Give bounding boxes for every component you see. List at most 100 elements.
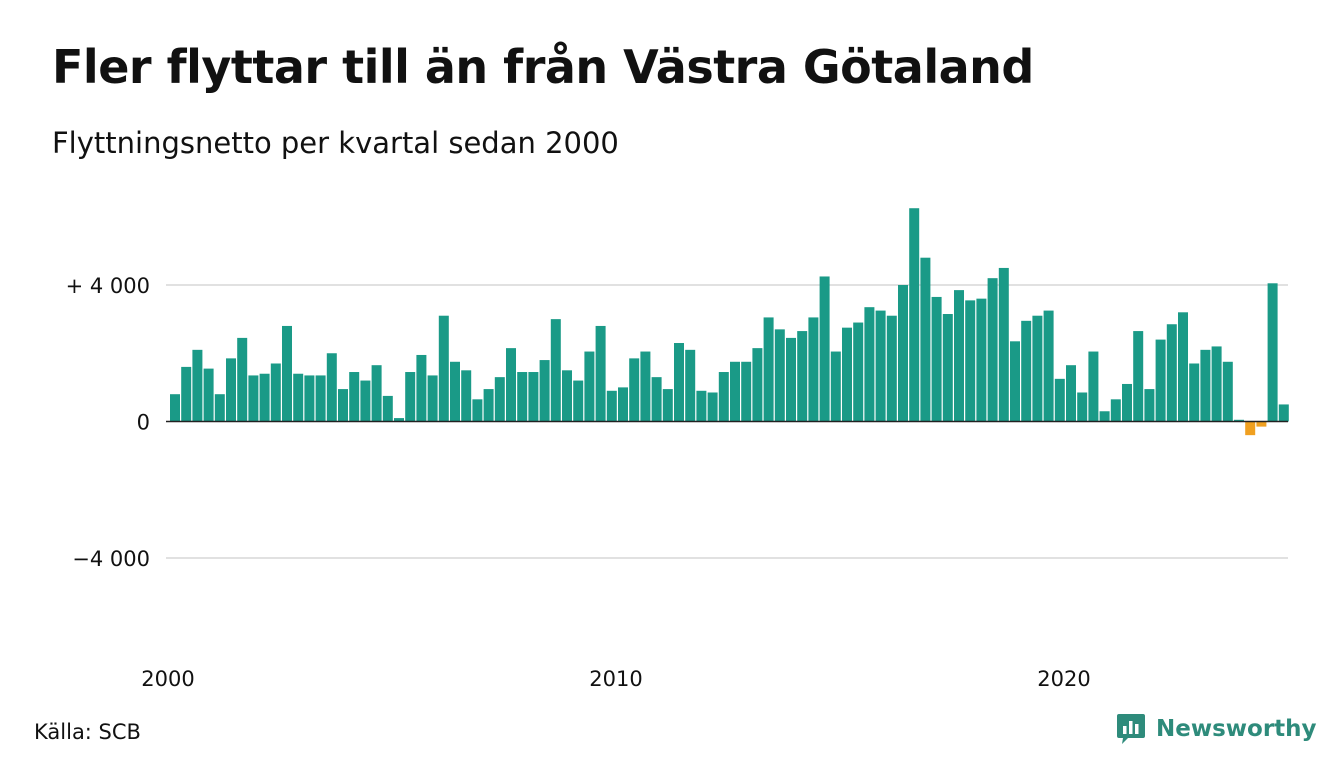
bar bbox=[606, 390, 617, 422]
bar bbox=[1099, 411, 1110, 422]
bar bbox=[438, 315, 449, 422]
bar bbox=[326, 353, 337, 422]
bar bbox=[584, 351, 595, 422]
bar bbox=[270, 363, 281, 422]
bar bbox=[774, 329, 785, 422]
bar bbox=[909, 208, 920, 422]
bar bbox=[1166, 324, 1177, 422]
bar bbox=[1155, 339, 1166, 422]
bar bbox=[965, 300, 976, 422]
bars bbox=[170, 208, 1289, 436]
bar bbox=[427, 375, 438, 422]
y-tick-label: + 4 000 bbox=[66, 274, 150, 298]
bar bbox=[1122, 383, 1132, 422]
bar bbox=[797, 331, 808, 422]
bar bbox=[282, 325, 292, 422]
bar bbox=[1010, 341, 1020, 422]
bar bbox=[942, 314, 953, 422]
chart-title: Fler flyttar till än från Västra Götalan… bbox=[52, 40, 1034, 94]
bar bbox=[382, 395, 393, 422]
bar bbox=[1278, 404, 1289, 422]
bar bbox=[1178, 312, 1188, 422]
bar bbox=[808, 317, 819, 422]
gridlines bbox=[166, 284, 1288, 559]
y-tick-label: −4 000 bbox=[72, 547, 150, 571]
bar bbox=[662, 389, 673, 422]
bar bbox=[416, 354, 427, 422]
bar bbox=[696, 390, 707, 422]
source-note: Källa: SCB bbox=[34, 720, 141, 744]
bar bbox=[259, 373, 270, 422]
bar bbox=[707, 392, 718, 422]
bar bbox=[181, 366, 192, 422]
bar bbox=[1133, 331, 1144, 422]
bar bbox=[394, 418, 404, 422]
bar bbox=[1066, 365, 1076, 422]
bar bbox=[752, 348, 763, 422]
bar bbox=[517, 372, 528, 422]
bar bbox=[898, 285, 908, 422]
bar bbox=[853, 322, 864, 422]
brand-name: Newsworthy bbox=[1156, 716, 1317, 742]
bar bbox=[976, 298, 987, 422]
bar bbox=[931, 296, 942, 422]
bar bbox=[651, 377, 662, 422]
bar bbox=[640, 351, 651, 422]
bar bbox=[1054, 378, 1065, 422]
bar bbox=[315, 375, 326, 422]
bar bbox=[170, 394, 180, 422]
bar bbox=[875, 310, 886, 422]
bar bbox=[1032, 315, 1043, 422]
bar bbox=[371, 365, 382, 422]
bar bbox=[674, 343, 684, 422]
bar bbox=[349, 372, 360, 422]
bar bbox=[203, 368, 214, 422]
bar bbox=[573, 380, 584, 422]
bar bbox=[248, 375, 259, 422]
bar bbox=[226, 358, 236, 422]
bar bbox=[1256, 421, 1267, 427]
bar bbox=[595, 325, 606, 422]
chart-subtitle: Flyttningsnetto per kvartal sedan 2000 bbox=[52, 126, 619, 160]
x-tick-label: 2020 bbox=[1037, 667, 1090, 691]
bar bbox=[483, 389, 494, 422]
bar bbox=[718, 372, 729, 422]
bar bbox=[819, 276, 830, 422]
bar bbox=[1211, 346, 1222, 422]
bar bbox=[494, 377, 505, 422]
bar bbox=[539, 360, 550, 422]
bar bbox=[618, 387, 628, 422]
x-tick-label: 2010 bbox=[589, 667, 642, 691]
bar bbox=[506, 348, 516, 422]
bar bbox=[1088, 351, 1099, 422]
bar bbox=[987, 278, 998, 422]
bar bbox=[192, 349, 203, 422]
bar bbox=[1021, 320, 1032, 422]
bar bbox=[954, 290, 964, 422]
bar bbox=[763, 317, 774, 422]
bar bbox=[405, 372, 416, 422]
bar bbox=[1144, 389, 1155, 422]
bar bbox=[920, 257, 931, 422]
bar bbox=[1043, 310, 1054, 422]
bar bbox=[1200, 349, 1211, 422]
bar bbox=[842, 327, 852, 422]
bar bbox=[741, 361, 752, 422]
y-tick-label: 0 bbox=[137, 411, 150, 435]
bar bbox=[786, 337, 796, 422]
bar bbox=[304, 375, 315, 422]
brand-logo[interactable]: Newsworthy bbox=[1116, 712, 1317, 746]
bar bbox=[730, 361, 740, 422]
bar bbox=[685, 349, 696, 422]
newsworthy-logo-icon bbox=[1117, 714, 1145, 744]
bar bbox=[360, 380, 371, 422]
bar bbox=[562, 370, 572, 422]
bar bbox=[550, 319, 561, 422]
bar bbox=[1110, 399, 1121, 422]
bar bbox=[293, 373, 304, 422]
bar bbox=[1222, 361, 1233, 422]
bar bbox=[1189, 363, 1200, 422]
bar bbox=[998, 267, 1009, 422]
bar bbox=[864, 307, 875, 422]
bar bbox=[461, 370, 472, 422]
